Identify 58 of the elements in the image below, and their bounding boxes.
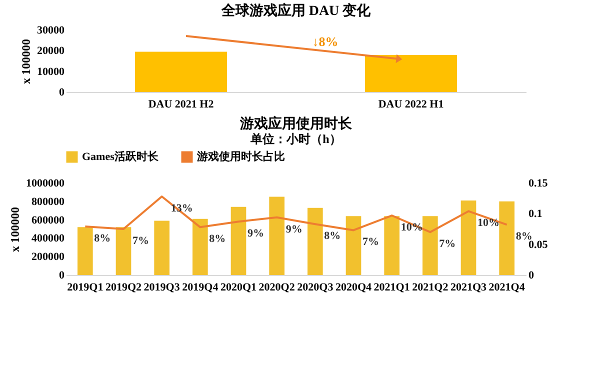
bar: [230, 206, 246, 275]
legend-label: 游戏使用时长占比: [196, 150, 285, 163]
legend-label: Games活跃时长: [82, 150, 160, 163]
x-tick-label: 2021Q3: [450, 282, 488, 294]
bar: [192, 218, 208, 275]
y-tick-label: 0: [59, 86, 65, 98]
y-tick-label: 600000: [32, 214, 65, 226]
y2-tick-label: 0.05: [528, 238, 548, 251]
y-tick-label: 400000: [32, 232, 65, 245]
x-tick-label: 2021Q4: [488, 282, 526, 294]
data-label: 8%: [209, 233, 226, 246]
chart-title: 游戏应用使用时长: [239, 115, 353, 132]
x-tick-label: 2021Q1: [374, 282, 410, 294]
x-tick-label: 2019Q2: [105, 282, 142, 294]
y-tick-label: 200000: [32, 251, 65, 264]
x-tick-label: 2020Q3: [297, 282, 334, 294]
bar: [269, 196, 284, 275]
y-tick-label: 30000: [37, 24, 65, 36]
bar: [422, 216, 438, 275]
data-label: 10%: [400, 222, 423, 234]
y-axis-title: x 100000: [19, 39, 33, 84]
bar: [78, 227, 93, 275]
y-tick-label: 1000000: [26, 178, 65, 190]
x-tick-label: 2020Q4: [335, 282, 372, 294]
bar: [308, 208, 323, 275]
y2-tick-label: 0.1: [528, 208, 542, 220]
chart-title: 全球游戏应用 DAU 变化: [220, 2, 372, 19]
data-label: 8%: [324, 230, 341, 242]
y-tick-label: 800000: [32, 196, 65, 208]
x-tick-label: DAU 2021 H2: [148, 98, 214, 110]
data-label: 9%: [248, 228, 264, 240]
x-tick-label: DAU 2022 H1: [378, 98, 444, 110]
data-label: 7%: [439, 238, 456, 250]
y-tick-label: 20000: [37, 45, 65, 58]
data-label: 7%: [362, 236, 379, 248]
chart-subtitle: 单位：小时（h）: [250, 132, 342, 146]
x-tick-label: 2021Q2: [412, 282, 449, 294]
y-tick-label: 10000: [37, 66, 65, 78]
x-tick-label: 2020Q1: [220, 282, 257, 294]
y-axis-title: x 100000: [8, 207, 22, 252]
y-tick-label: 0: [59, 270, 65, 282]
x-tick-label: 2019Q3: [144, 282, 180, 294]
bar: [384, 216, 400, 275]
data-label: 10%: [478, 217, 500, 230]
bar: [460, 200, 476, 275]
y2-tick-label: 0.15: [528, 178, 548, 190]
y2-tick-label: 0: [528, 270, 534, 282]
bar: [154, 220, 170, 275]
x-tick-label: 2020Q2: [258, 282, 296, 294]
data-label: 9%: [286, 223, 302, 236]
x-tick-label: 2019Q1: [67, 282, 104, 294]
bar: [346, 216, 362, 275]
data-label: 7%: [132, 235, 149, 247]
bar: [499, 201, 514, 275]
bar: [116, 227, 132, 275]
data-label: 8%: [94, 232, 111, 245]
annotation: ↓8%: [312, 34, 338, 49]
x-tick-label: 2019Q4: [182, 282, 219, 294]
